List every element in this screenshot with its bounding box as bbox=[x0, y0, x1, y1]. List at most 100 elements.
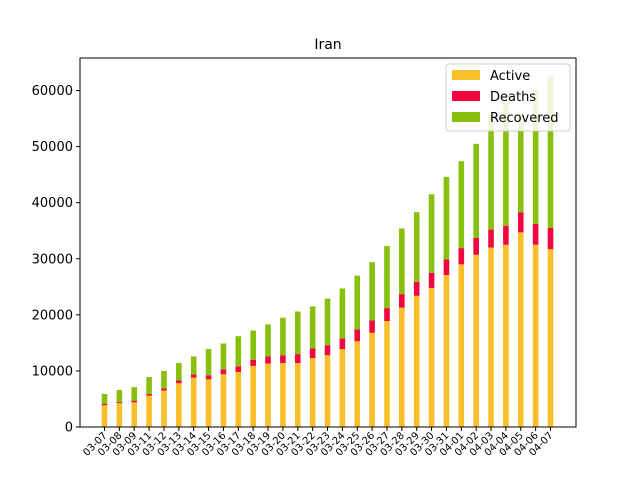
y-tick-label: 0 bbox=[65, 421, 73, 436]
bar-recovered-03-22 bbox=[310, 306, 316, 348]
bar-active-03-11 bbox=[146, 396, 152, 427]
bar-deaths-04-04 bbox=[503, 226, 509, 245]
bar-recovered-03-09 bbox=[131, 387, 137, 400]
bar-active-03-30 bbox=[429, 288, 435, 427]
bar-deaths-03-24 bbox=[340, 338, 346, 349]
y-tick-label: 10000 bbox=[32, 364, 73, 379]
bar-active-04-02 bbox=[473, 255, 479, 427]
bar-recovered-03-19 bbox=[265, 324, 271, 356]
bar-active-03-14 bbox=[191, 378, 197, 427]
bar-active-03-31 bbox=[444, 275, 450, 427]
bar-deaths-03-22 bbox=[310, 348, 316, 358]
bar-active-04-04 bbox=[503, 245, 509, 427]
bar-active-03-19 bbox=[265, 364, 271, 427]
bar-recovered-03-23 bbox=[325, 299, 331, 346]
legend-swatch-deaths bbox=[452, 91, 480, 101]
bar-active-03-25 bbox=[354, 341, 360, 427]
bar-recovered-03-15 bbox=[206, 349, 212, 375]
bar-recovered-03-14 bbox=[191, 356, 197, 374]
bar-recovered-03-26 bbox=[369, 262, 375, 320]
y-tick-label: 20000 bbox=[32, 308, 73, 323]
bar-active-03-08 bbox=[117, 403, 123, 427]
bar-active-03-29 bbox=[414, 296, 420, 427]
bar-deaths-03-31 bbox=[444, 259, 450, 275]
bar-deaths-03-29 bbox=[414, 282, 420, 296]
bar-recovered-03-13 bbox=[176, 363, 182, 380]
bar-deaths-03-12 bbox=[161, 388, 167, 390]
bar-deaths-03-13 bbox=[176, 380, 182, 383]
bar-active-04-03 bbox=[488, 248, 494, 427]
bar-recovered-03-11 bbox=[146, 377, 152, 394]
bar-deaths-03-20 bbox=[280, 355, 286, 363]
bar-deaths-04-06 bbox=[533, 224, 539, 245]
bar-active-04-06 bbox=[533, 245, 539, 427]
bar-deaths-03-09 bbox=[131, 401, 137, 403]
bar-recovered-03-28 bbox=[399, 228, 405, 294]
bar-active-03-18 bbox=[250, 366, 256, 427]
bar-deaths-03-18 bbox=[250, 360, 256, 366]
bar-active-03-22 bbox=[310, 358, 316, 427]
bar-deaths-03-28 bbox=[399, 294, 405, 307]
bar-recovered-04-03 bbox=[488, 115, 494, 230]
bar-deaths-03-23 bbox=[325, 345, 331, 355]
bar-recovered-03-16 bbox=[221, 343, 227, 369]
bar-active-03-15 bbox=[206, 379, 212, 427]
bar-deaths-04-07 bbox=[548, 228, 554, 249]
legend-swatch-recovered bbox=[452, 112, 480, 122]
bar-recovered-03-29 bbox=[414, 212, 420, 282]
bar-recovered-03-17 bbox=[236, 336, 242, 366]
bar-recovered-04-01 bbox=[459, 161, 465, 248]
bar-recovered-03-08 bbox=[117, 390, 123, 402]
bar-deaths-03-07 bbox=[102, 404, 108, 405]
bar-recovered-03-25 bbox=[354, 276, 360, 330]
bar-active-03-09 bbox=[131, 402, 137, 427]
legend: ActiveDeathsRecovered bbox=[446, 64, 570, 131]
bar-recovered-03-31 bbox=[444, 177, 450, 259]
bar-active-03-12 bbox=[161, 391, 167, 427]
bar-deaths-03-26 bbox=[369, 320, 375, 332]
bar-active-03-17 bbox=[236, 372, 242, 427]
bar-active-03-27 bbox=[384, 321, 390, 427]
bar-deaths-03-15 bbox=[206, 375, 212, 379]
bar-deaths-03-27 bbox=[384, 308, 390, 321]
bar-active-03-20 bbox=[280, 363, 286, 427]
bar-deaths-03-14 bbox=[191, 374, 197, 377]
y-tick-label: 40000 bbox=[32, 196, 73, 211]
y-tick-label: 30000 bbox=[32, 252, 73, 267]
bar-deaths-03-25 bbox=[354, 329, 360, 341]
bar-active-03-26 bbox=[369, 333, 375, 427]
bar-active-03-13 bbox=[176, 383, 182, 427]
y-axis: 0 10000 20000 30000 40000 50000 60000 bbox=[32, 84, 80, 435]
y-tick-label: 60000 bbox=[32, 84, 73, 99]
bar-deaths-03-21 bbox=[295, 354, 301, 363]
bar-recovered-03-18 bbox=[250, 331, 256, 360]
bar-recovered-03-24 bbox=[340, 288, 346, 338]
legend-swatch-active bbox=[452, 70, 480, 80]
bar-active-04-01 bbox=[459, 264, 465, 427]
bar-deaths-04-02 bbox=[473, 238, 479, 255]
bar-recovered-03-20 bbox=[280, 318, 286, 356]
bar-active-03-28 bbox=[399, 308, 405, 427]
bar-recovered-03-07 bbox=[102, 394, 108, 404]
bar-deaths-04-01 bbox=[459, 248, 465, 264]
bar-active-03-23 bbox=[325, 355, 331, 427]
bar-recovered-03-30 bbox=[429, 194, 435, 273]
y-tick-label: 50000 bbox=[32, 140, 73, 155]
bar-recovered-03-21 bbox=[295, 311, 301, 354]
legend-label-deaths: Deaths bbox=[490, 90, 536, 105]
bar-active-03-21 bbox=[295, 363, 301, 427]
chart-title: Iran bbox=[314, 37, 341, 53]
bar-active-03-16 bbox=[221, 374, 227, 427]
bar-active-04-05 bbox=[518, 232, 524, 427]
bar-deaths-03-30 bbox=[429, 273, 435, 288]
bar-deaths-03-11 bbox=[146, 394, 152, 396]
bar-deaths-03-17 bbox=[236, 366, 242, 372]
bar-recovered-04-02 bbox=[473, 144, 479, 238]
bar-deaths-03-08 bbox=[117, 402, 123, 403]
bar-active-04-07 bbox=[548, 249, 554, 427]
bar-recovered-03-12 bbox=[161, 371, 167, 388]
legend-label-recovered: Recovered bbox=[490, 111, 559, 126]
bar-recovered-03-27 bbox=[384, 246, 390, 308]
bar-deaths-03-16 bbox=[221, 369, 227, 374]
